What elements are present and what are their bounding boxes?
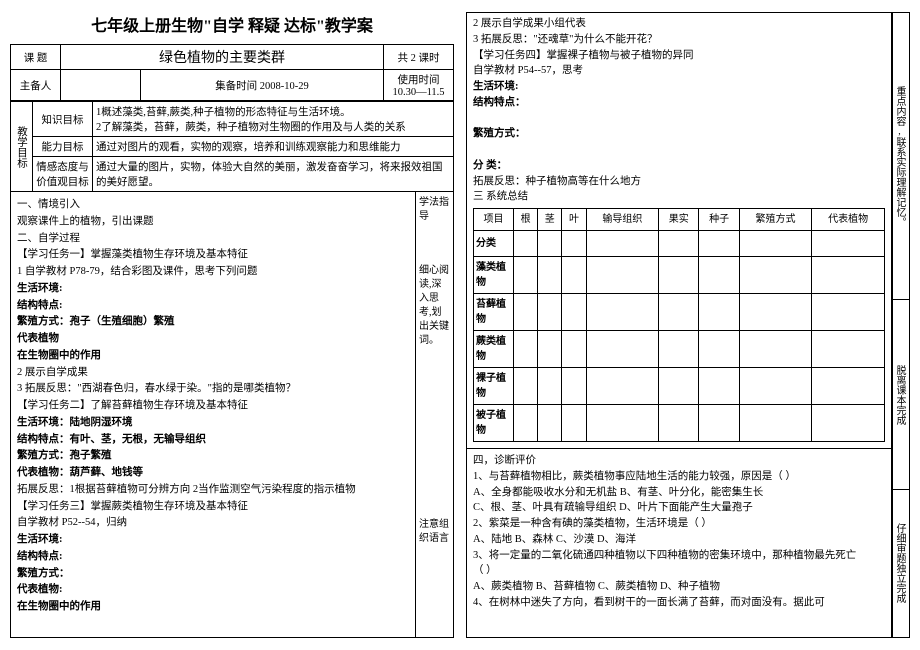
header-table: 课 题 绿色植物的主要类群 共 2 课时 主备人 集备时间 2008-10-29… [10,44,454,101]
task3-1: 自学教材 P52--54，归纳 [17,515,409,531]
sr4: 被子植物 [474,405,514,442]
sr0: 藻类植物 [474,257,514,294]
q3b: A、蕨类植物 B、苔藓植物 C、蕨类植物 D、种子植物 [473,579,885,595]
sr2: 蕨类植物 [474,331,514,368]
left-side-notes: 学法指导 细心阅读,深入思考,划出关键词。 注意组织语言 [415,192,453,637]
sc7: 繁殖方式 [739,209,812,231]
sc1: 根 [514,209,538,231]
attitude-label: 情感态度与价值观目标 [33,157,93,192]
goals-table: 教学目标 知识目标 1概述藻类,苔藓,蕨类,种子植物的形态特征与生活环境。 2了… [10,101,454,192]
q3a: （ ） [473,563,885,579]
summary-table: 项目 根 茎 叶 输导组织 果实 种子 繁殖方式 代表植物 分类 藻类植物 苔藓… [473,208,885,442]
knowledge-label: 知识目标 [33,102,93,137]
reproduce2: 繁殖方式：孢子繁殖 [17,448,409,464]
right-side3: 仔细审题独立完成 [892,490,910,638]
preptime: 集备时间 2008-10-29 [141,70,384,101]
ls3: 注意组织语言 [419,518,450,546]
task3: 【学习任务三】掌握蕨类植物生存环境及基本特征 [17,499,409,515]
reflect1: 3 拓展反思："西湖春色归，春水绿于染。"指的是哪类植物？ [17,381,409,397]
left-page: 七年级上册生物"自学 释疑 达标"教学案 课 题 绿色植物的主要类群 共 2 课… [10,12,454,638]
r4: 自学教材 P54--57，思考 [473,63,885,79]
life-env3: 生活环境: [17,532,409,548]
sc6: 种子 [699,209,739,231]
role: 在生物圈中的作用 [17,348,409,364]
goals-root: 教学目标 [11,102,33,192]
ls1: 学法指导 [419,196,450,224]
sc2: 茎 [538,209,562,231]
right-bottom-box: 四，诊断评价 1、与苔藓植物相比，蕨类植物事应陆地生活的能力较强，原因是（ ） … [466,448,892,638]
q1a: A、全身都能吸收水分和无机盐 B、有茎、叶分化，能密集生长 [473,485,885,501]
task2: 【学习任务二】了解苔藓植物生存环境及基本特征 [17,398,409,414]
struct2: 结构特点：有叶、茎，无根，无输导组织 [17,432,409,448]
r6: 结构特点： [473,95,885,111]
attitude-text: 通过大量的图片，实物，体验大自然的美丽，激发奋奋学习，将来报效祖国的美好愿望。 [93,157,454,192]
q2: 2、紫菜是一种含有碘的藻类植物，生活环境是（ ） [473,516,885,532]
q4: 4、在树林中迷失了方向，看到树干的一面长满了苔藓，而对面没有。据此可 [473,595,885,611]
r10: 三 系统总结 [473,189,885,205]
reproduce3: 繁殖方式： [17,566,409,582]
ls2: 细心阅读,深入思考,划出关键词。 [419,264,450,348]
role3: 在生物圈中的作用 [17,599,409,615]
periods: 共 2 课时 [384,45,454,70]
srl: 分类 [474,231,514,257]
preparer-blank [61,70,141,101]
knowledge-text: 1概述藻类,苔藓,蕨类,种子植物的形态特征与生活环境。 2了解藻类，苔藓，蕨类，… [93,102,454,137]
struct: 结构特点: [17,298,409,314]
rep-plant: 代表植物 [17,331,409,347]
usetime: 使用时间 10.30—11.5 [384,70,454,101]
sc8: 代表植物 [812,209,885,231]
sr1: 苔藓植物 [474,294,514,331]
s1-1: 观察课件上的植物，引出课题 [17,214,409,230]
s1: 一、情境引入 [17,197,409,213]
q3: 3、将一定量的二氧化硫通四种植物以下四种植物的密集环境中，那种植物最先死亡 [473,548,885,564]
r1: 2 展示自学成果小组代表 [473,16,885,32]
q2a: A、陆地 B、森林 C、沙漠 D、海洋 [473,532,885,548]
left-main: 一、情境引入 观察课件上的植物，引出课题 二、自学过程 【学习任务一】掌握藻类植… [11,192,415,637]
env2: 生活环境：陆地阴湿环境 [17,415,409,431]
rep-plant3: 代表植物: [17,582,409,598]
sr3: 裸子植物 [474,368,514,405]
r7: 繁殖方式： [473,126,885,142]
life-env: 生活环境: [17,281,409,297]
r9: 拓展反思：种子植物高等在什么地方 [473,174,885,190]
doc-title: 七年级上册生物"自学 释疑 达标"教学案 [10,12,454,36]
s2: 二、自学过程 [17,231,409,247]
right-side1: 重点内容,联系实际理解记忆。 [892,12,910,300]
topic-title: 绿色植物的主要类群 [61,45,384,70]
struct3: 结构特点: [17,549,409,565]
left-content: 一、情境引入 观察课件上的植物，引出课题 二、自学过程 【学习任务一】掌握藻类植… [10,192,454,638]
r8: 分 类： [473,158,885,174]
ability-text: 通过对图片的观看，实物的观察，培养和训练观察能力和思维能力 [93,137,454,157]
q1: 1、与苔藓植物相比，蕨类植物事应陆地生活的能力较强，原因是（ ） [473,469,885,485]
r5: 生活环境: [473,79,885,95]
task1-1: 1 自学教材 P78-79，结合彩图及课件，思考下列问题 [17,264,409,280]
r3: 【学习任务四】掌握裸子植物与被子植物的异同 [473,48,885,64]
ability-label: 能力目标 [33,137,93,157]
right-top-box: 2 展示自学成果小组代表 3 拓展反思："还魂草"为什么不能开花？ 【学习任务四… [466,12,892,448]
preparer-label: 主备人 [11,70,61,101]
r2: 3 拓展反思："还魂草"为什么不能开花？ [473,32,885,48]
reproduce1: 繁殖方式：孢子（生殖细胞）繁殖 [17,314,409,330]
sc4: 输导组织 [586,209,659,231]
q1b: C、根、茎、叶具有疏输导组织 D、叶片下面能产生大量孢子 [473,500,885,516]
qt: 四，诊断评价 [473,453,885,469]
sc5: 果实 [659,209,699,231]
right-side2: 脱离课本完成 [892,300,910,490]
rep-plant2: 代表植物：葫芦藓、地钱等 [17,465,409,481]
topic-label: 课 题 [11,45,61,70]
task1: 【学习任务一】掌握藻类植物生存环境及基本特征 [17,247,409,263]
show1: 2 展示自学成果 [17,365,409,381]
sc0: 项目 [474,209,514,231]
sc3: 叶 [562,209,586,231]
right-page: 2 展示自学成果小组代表 3 拓展反思："还魂草"为什么不能开花？ 【学习任务四… [466,12,910,638]
reflect2: 拓展反思：1根据苔藓植物可分辨方向 2当作监测空气污染程度的指示植物 [17,482,409,498]
